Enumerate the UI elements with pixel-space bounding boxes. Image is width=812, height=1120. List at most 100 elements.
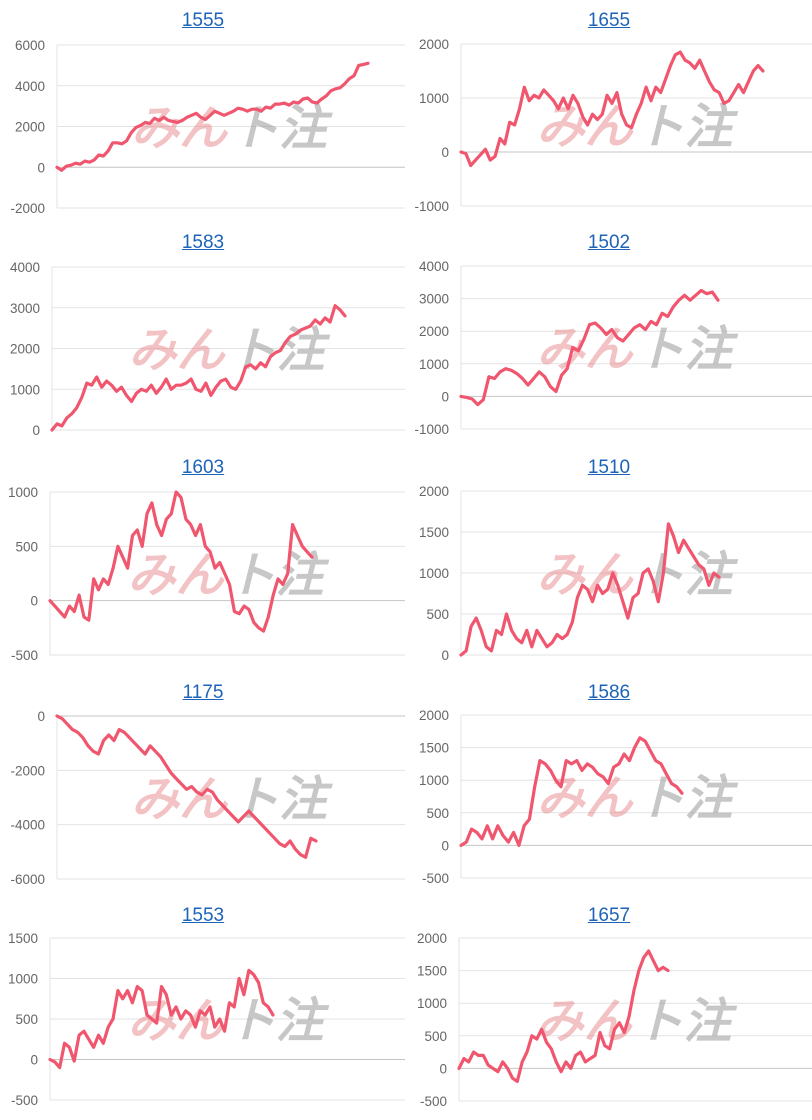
y-tick-label: -1000 [414,199,449,214]
chart-title-link[interactable]: 1657 [587,905,631,926]
line-chart: 0 500 1000 1500 2000 みん ト注 [419,484,812,663]
y-tick-label: 4000 [419,259,449,274]
chart-panel: 1655 -1000 0 1000 2000 みん ト注 [406,0,812,224]
watermark-text-part2: ト注 [228,548,330,604]
watermark-text-part2: ト注 [637,771,739,827]
watermark-text-part2: ト注 [637,322,739,378]
chart-title-link[interactable]: 1655 [587,10,631,31]
line-chart: -500 0 500 1000 1500 2000 みん ト注 [419,708,812,886]
y-tick-label: -2000 [10,763,45,778]
chart-panel: 1603 -500 0 500 1000 みん ト注 [0,447,406,671]
y-tick-label: 2000 [10,342,40,357]
series-line [48,490,314,633]
chart-title-link[interactable]: 1502 [587,232,631,253]
y-tick-label: 1000 [419,566,449,581]
y-tick-label: 1500 [417,964,447,979]
y-tick-label: -2000 [10,201,45,216]
watermark-text-part1: みん [128,993,226,1049]
watermark-logo: みん ト注 [128,548,330,604]
y-tick-label: 0 [439,1061,447,1076]
chart-title-link[interactable]: 1583 [181,232,225,253]
watermark-logo: みん ト注 [536,994,738,1050]
watermark-text-part1: みん [537,547,635,603]
y-tick-label: -500 [422,871,449,886]
series-line [459,288,720,407]
chart-title-link[interactable]: 1586 [587,682,631,703]
chart-panel: 1510 0 500 1000 1500 2000 みん ト注 [406,447,812,671]
watermark-logo: みん ト注 [537,99,739,155]
watermark-logo: みん ト注 [131,772,333,828]
watermark-logo: みん ト注 [537,547,739,603]
y-tick-label: -4000 [10,818,45,833]
watermark-text-part1: みん [536,994,634,1050]
y-tick-label: 1500 [8,931,38,946]
chart-panel: 1657 -500 0 500 1000 1500 2000 みん ト注 [406,895,812,1119]
watermark-text-part2: ト注 [228,993,330,1049]
watermark-text-part1: みん [537,99,635,155]
y-tick-label: 2000 [419,37,449,52]
y-tick-label: 500 [426,607,449,622]
line-chart: -500 0 500 1000 みん ト注 [8,485,405,663]
y-tick-label: 3000 [10,301,40,316]
y-tick-label: 500 [15,539,38,554]
watermark-text-part1: みん [131,772,229,828]
watermark-text-part1: みん [131,101,229,157]
line-chart: -6000 -4000 -2000 0 みん ト注 [10,709,405,887]
y-tick-label: 0 [37,709,45,724]
line-chart: 0 1000 2000 3000 4000 みん ト注 [10,260,405,438]
y-tick-label: 1000 [417,996,447,1011]
watermark-text-part1: みん [537,771,635,827]
chart-title-link[interactable]: 1510 [587,457,631,478]
y-tick-label: 500 [15,1012,38,1027]
y-tick-label: 500 [424,1029,447,1044]
watermark-logo: みん ト注 [537,771,739,827]
y-tick-label: 3000 [419,292,449,307]
watermark-logo: みん ト注 [129,323,331,379]
chart-panel: 1502 -1000 0 1000 2000 3000 4000 みん ト注 [406,222,812,446]
y-tick-label: 2000 [419,484,449,499]
watermark-text-part1: みん [537,322,635,378]
y-tick-label: 1000 [419,357,449,372]
watermark-text-part2: ト注 [231,772,333,828]
y-tick-label: 0 [441,648,449,663]
y-tick-label: -500 [11,648,38,663]
chart-panel: 1586 -500 0 500 1000 1500 2000 みん ト注 [406,672,812,896]
chart-panel: 1555 -2000 0 2000 4000 6000 みん ト注 [0,0,406,224]
series-line [459,522,721,657]
y-tick-label: 0 [441,838,449,853]
y-tick-label: 500 [426,806,449,821]
y-tick-label: 1500 [419,741,449,756]
y-tick-label: 0 [441,145,449,160]
watermark-text-part2: ト注 [231,101,333,157]
y-tick-label: 1000 [10,382,40,397]
series-line [459,50,765,168]
y-tick-label: -500 [420,1094,447,1109]
y-tick-label: 0 [30,1053,38,1068]
y-tick-label: 0 [37,160,45,175]
watermark-logo: みん ト注 [128,993,330,1049]
y-tick-label: 0 [32,423,40,438]
series-line [55,61,370,172]
series-line [55,714,318,859]
watermark-text-part1: みん [129,323,227,379]
y-tick-label: -6000 [10,872,45,887]
chart-title-link[interactable]: 1175 [182,682,224,703]
chart-title-link[interactable]: 1603 [181,457,225,478]
y-tick-label: 4000 [15,79,45,94]
y-tick-label: 2000 [419,324,449,339]
y-tick-label: 2000 [417,931,447,946]
y-tick-label: 4000 [10,260,40,275]
watermark-text-part1: みん [128,548,226,604]
chart-title-link[interactable]: 1553 [181,905,225,926]
chart-panel: 1583 0 1000 2000 3000 4000 みん ト注 [0,222,406,446]
line-chart: -500 0 500 1000 1500 みん ト注 [8,931,405,1108]
y-tick-label: -500 [11,1093,38,1108]
line-chart: -1000 0 1000 2000 みん ト注 [414,37,812,214]
line-chart: -500 0 500 1000 1500 2000 みん ト注 [417,931,812,1109]
y-tick-label: 2000 [15,120,45,135]
series-line [50,304,347,432]
y-tick-label: 2000 [419,708,449,723]
chart-title-link[interactable]: 1555 [181,10,225,31]
watermark-text-part2: ト注 [637,547,739,603]
line-chart: -2000 0 2000 4000 6000 みん ト注 [10,38,405,216]
